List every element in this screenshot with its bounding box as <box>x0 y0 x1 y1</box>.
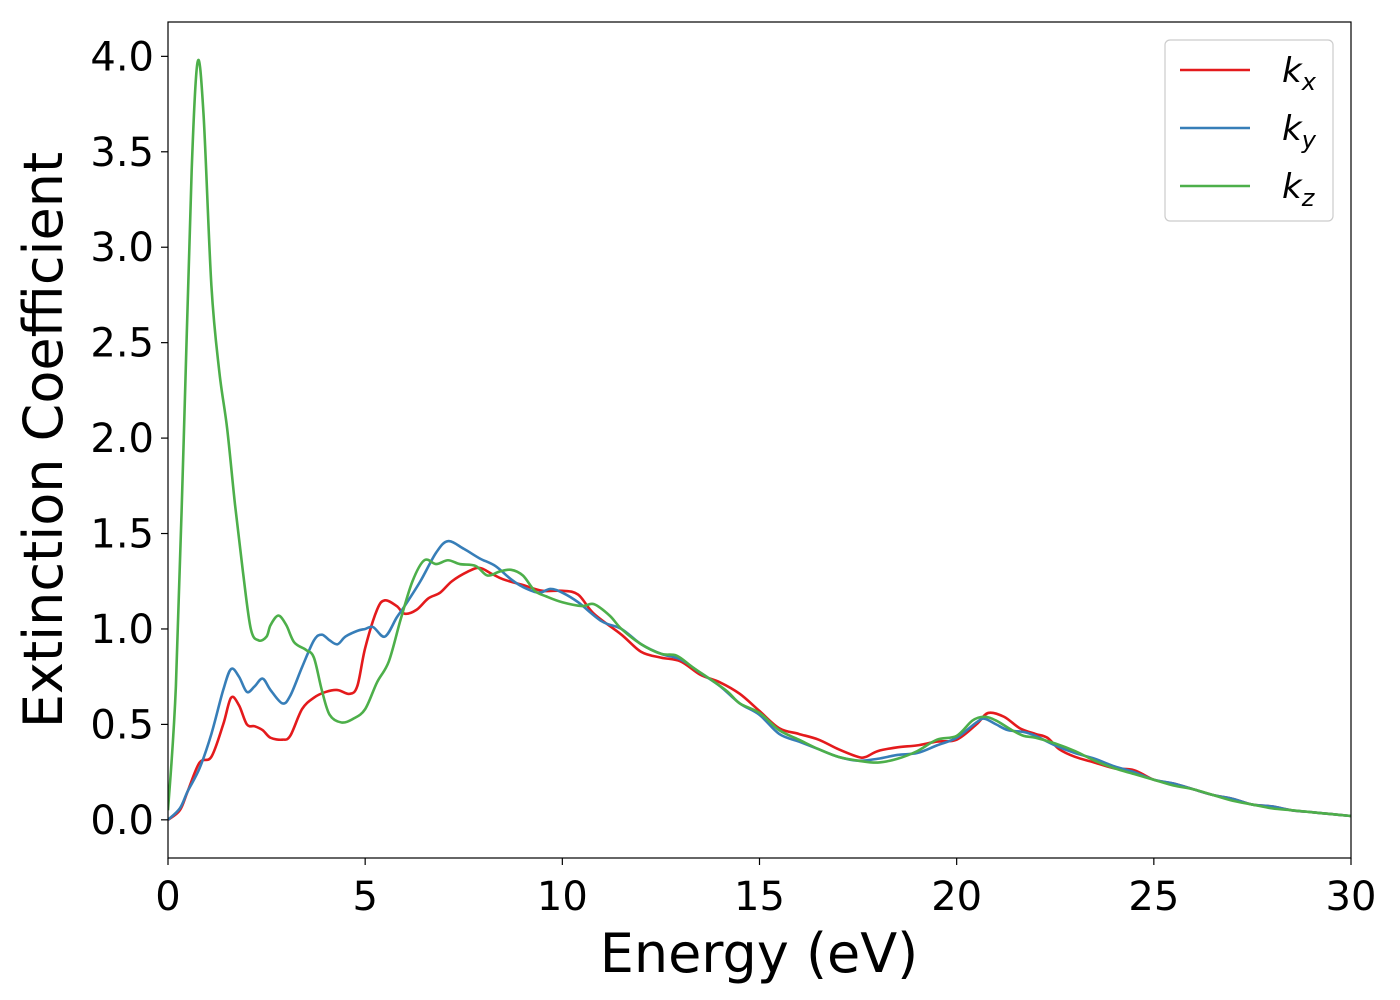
y-tick-label: 4.0 <box>90 34 154 80</box>
y-tick-label: 0.0 <box>90 798 154 844</box>
x-tick-label: 30 <box>1326 874 1377 920</box>
y-axis: 0.0 0.5 1.0 1.5 2.0 2.5 3.0 3.5 4.0 <box>90 34 168 844</box>
x-axis-label: Energy (eV) <box>600 922 919 985</box>
legend-label-subscript: y <box>1301 126 1317 154</box>
legend-label-subscript: z <box>1301 184 1316 212</box>
y-tick-label: 2.0 <box>90 416 154 462</box>
x-tick-label: 5 <box>352 874 377 920</box>
legend-label-main: k <box>1282 109 1303 149</box>
series-lines <box>168 58 1351 821</box>
x-tick-label: 20 <box>931 874 982 920</box>
x-tick-label: 0 <box>155 874 180 920</box>
series-line-kz <box>168 58 1351 818</box>
y-tick-label: 1.0 <box>90 607 154 653</box>
x-axis: 0 5 10 15 20 25 30 <box>155 858 1376 920</box>
y-tick-label: 3.5 <box>90 130 154 176</box>
y-tick-label: 1.5 <box>90 512 154 558</box>
y-tick-label: 0.5 <box>90 702 154 748</box>
y-tick-label: 2.5 <box>90 321 154 367</box>
y-tick-label: 3.0 <box>90 225 154 271</box>
legend-box <box>1164 39 1334 222</box>
series-line-ky <box>168 539 1351 821</box>
x-tick-label: 10 <box>537 874 588 920</box>
legend-label-kx: kx <box>1282 51 1317 96</box>
legend-label-main: k <box>1282 51 1303 91</box>
legend-label-kz: kz <box>1282 167 1316 212</box>
legend-label-main: k <box>1282 167 1303 207</box>
x-tick-label: 25 <box>1128 874 1179 920</box>
series-line-kx <box>168 566 1351 821</box>
x-tick-label: 15 <box>734 874 785 920</box>
legend-label-ky: ky <box>1282 109 1317 154</box>
legend-label-subscript: x <box>1301 68 1317 96</box>
y-axis-label: Extinction Coefficient <box>12 152 75 728</box>
